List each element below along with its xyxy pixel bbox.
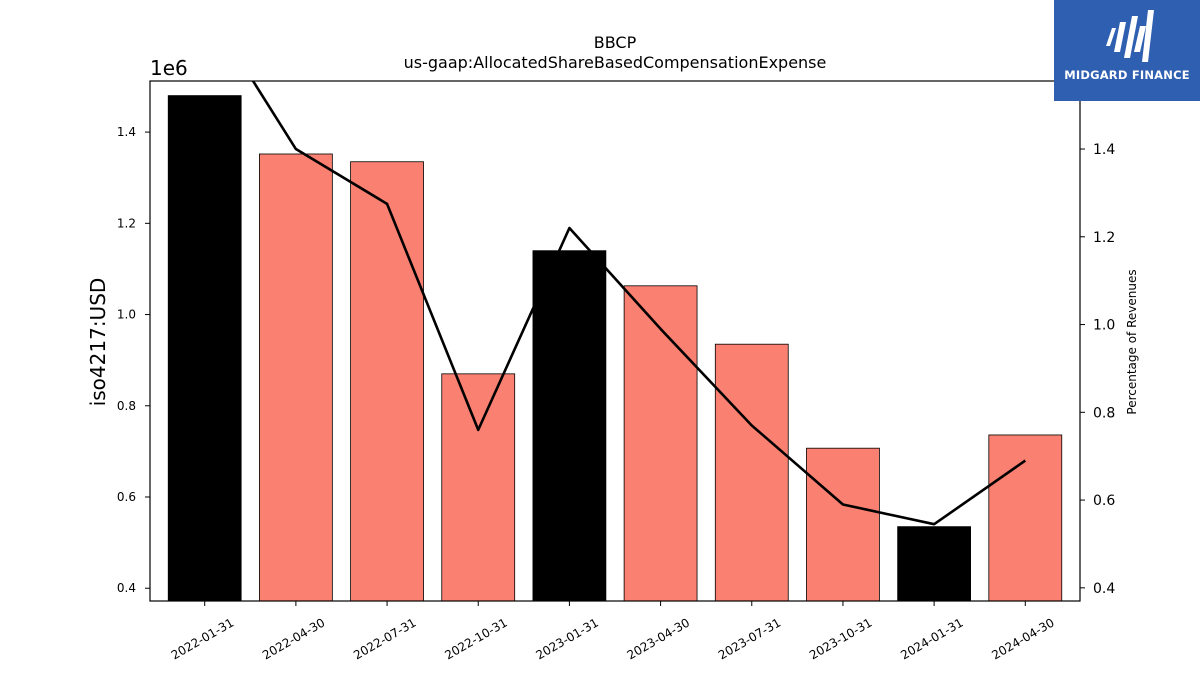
bar-2023-01-31 [532, 250, 607, 601]
x-tick-label: 2022-04-30 [260, 615, 327, 662]
x-tick-label: 2024-04-30 [989, 615, 1056, 662]
bar-2022-10-31 [441, 373, 516, 601]
bar-2023-10-31 [806, 447, 880, 601]
plot-area: 0.4 0.6 0.8 1.0 1.2 1.4 0.4 0.6 0.8 1.0 1.2 1.4 2022… [117, 80, 1115, 662]
bar-2023-04-30 [623, 285, 698, 601]
y2-axis-label: Percentage of Revenues [1125, 269, 1139, 414]
midgard-finance-logo: MIDGARD FINANCE [1054, 0, 1200, 101]
y-offset-label: 1e6 [150, 56, 188, 80]
y-tick-label: 0.6 [117, 490, 136, 504]
chart-title: BBCP [594, 33, 637, 52]
x-tick-label: 2023-10-31 [807, 615, 874, 662]
y2-tick-label: 0.4 [1093, 581, 1115, 597]
plot-frame [149, 80, 1081, 602]
y2-tick-label: 0.8 [1093, 405, 1115, 421]
x-tick-label: 2022-10-31 [442, 615, 509, 662]
y-tick-label: 1.2 [117, 216, 136, 230]
x-tick-label: 2024-01-31 [898, 615, 965, 662]
y2-tick-label: 1.4 [1093, 142, 1115, 158]
y2-tick-label: 1.0 [1093, 318, 1115, 334]
y-axis-label: iso4217:USD [86, 278, 110, 407]
x-tick-label: 2022-01-31 [169, 615, 236, 662]
bar-2023-07-31 [714, 343, 789, 601]
x-tick-label: 2023-04-30 [625, 615, 692, 662]
y2-tick-label: 1.2 [1093, 230, 1115, 246]
logo-text: MIDGARD FINANCE [1064, 68, 1190, 82]
x-tick-label: 2022-07-31 [351, 615, 418, 662]
bar-2022-07-31 [350, 161, 424, 601]
y-tick-label: 0.8 [117, 399, 136, 413]
x-tick-label: 2023-01-31 [534, 615, 601, 662]
bar-2024-01-31 [897, 526, 971, 601]
chart-subtitle: us-gaap:AllocatedShareBasedCompensationE… [404, 53, 827, 72]
y-tick-label: 0.4 [117, 581, 136, 595]
x-tick-label: 2023-07-31 [716, 615, 783, 662]
y-tick-label: 1.4 [117, 125, 136, 139]
bar-2022-04-30 [259, 153, 333, 601]
logo-mark-icon [1106, 10, 1154, 62]
bar-2024-04-30 [988, 434, 1063, 601]
y2-tick-label: 0.6 [1093, 493, 1115, 509]
bar-2022-01-31 [167, 95, 242, 601]
y-tick-label: 1.0 [117, 308, 136, 322]
line-series-percentage [251, 81, 1027, 526]
